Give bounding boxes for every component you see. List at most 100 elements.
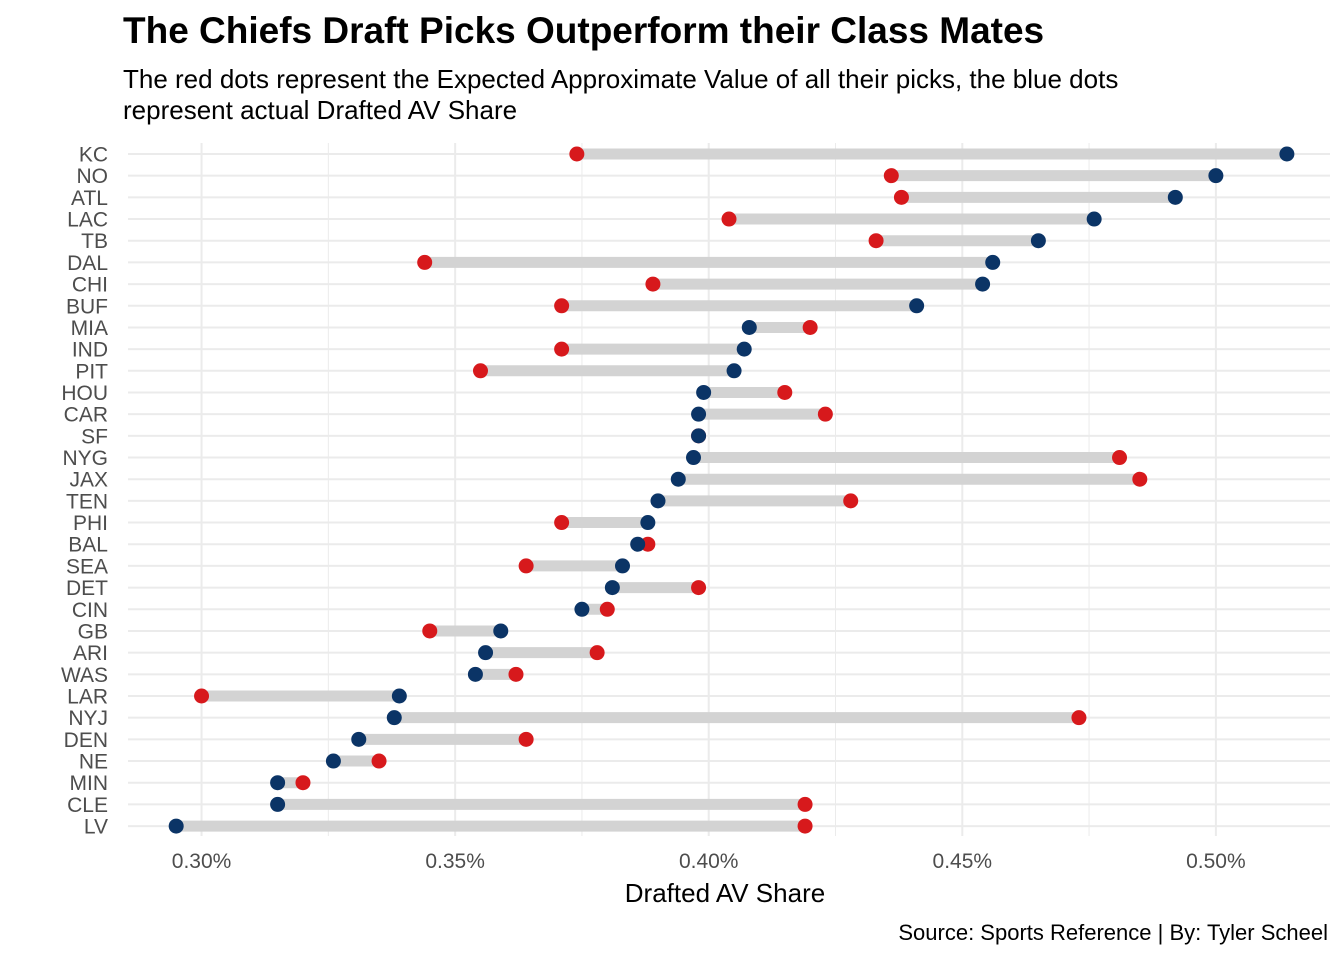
expected-point-no [883, 168, 899, 184]
actual-point-ind [736, 341, 752, 357]
y-tick-label-ne: NE [79, 751, 108, 774]
actual-point-jax [670, 471, 686, 487]
actual-point-cin [574, 601, 590, 617]
y-tick-label-cle: CLE [67, 794, 108, 817]
chart-subtitle: The red dots represent the Expected Appr… [123, 64, 1119, 125]
actual-point-sf [691, 428, 707, 444]
y-tick-label-car: CAR [64, 404, 108, 427]
expected-point-ne [371, 753, 387, 769]
actual-point-mia [741, 319, 757, 335]
actual-point-cle [270, 796, 286, 812]
expected-point-nyj [1071, 710, 1087, 726]
y-tick-label-min: MIN [70, 772, 109, 795]
x-tick-labels: 0.30% 0.35% 0.40% 0.45% 0.50% [172, 850, 1246, 873]
actual-point-den [351, 731, 367, 747]
expected-point-atl [893, 189, 909, 205]
expected-point-ten [843, 493, 859, 509]
y-tick-label-den: DEN [64, 729, 108, 752]
expected-point-was [508, 666, 524, 682]
y-tick-label-nyj: NYJ [68, 707, 108, 730]
actual-point-sea [614, 558, 630, 574]
expected-point-chi [645, 276, 661, 292]
chart-title: The Chiefs Draft Picks Outperform their … [123, 10, 1045, 51]
y-tick-label-det: DET [66, 577, 108, 600]
y-tick-label-sf: SF [81, 425, 108, 448]
x-tick-label: 0.45% [933, 850, 993, 873]
actual-point-kc [1279, 146, 1295, 162]
y-tick-label-was: WAS [61, 664, 108, 687]
y-tick-label-mia: MIA [71, 317, 108, 340]
segments [176, 148, 1287, 832]
expected-point-lar [194, 688, 210, 704]
y-tick-label-lar: LAR [67, 686, 108, 709]
expected-point-den [518, 731, 534, 747]
actual-point-pit [726, 363, 742, 379]
expected-point-car [817, 406, 833, 422]
y-tick-label-chi: CHI [72, 274, 108, 297]
actual-point-car [691, 406, 707, 422]
x-tick-label: 0.35% [425, 850, 485, 873]
expected-point-hou [777, 384, 793, 400]
expected-point-sea [518, 558, 534, 574]
actual-point-min [270, 775, 286, 791]
y-tick-label-buf: BUF [66, 295, 108, 318]
y-tick-labels: KCNOATLLACTBDALCHIBUFMIAINDPITHOUCARSFNY… [61, 144, 108, 839]
actual-point-bal [630, 536, 646, 552]
expected-point-gb [422, 623, 438, 639]
actual-point-tb [1030, 233, 1046, 249]
actual-point-lv [168, 818, 184, 834]
y-tick-label-phi: PHI [73, 512, 108, 535]
x-tick-label: 0.30% [172, 850, 232, 873]
grid-lines [128, 143, 1330, 836]
expected-point-tb [868, 233, 884, 249]
y-tick-label-hou: HOU [61, 382, 108, 405]
y-tick-label-nyg: NYG [62, 447, 108, 470]
expected-point-lac [721, 211, 737, 227]
expected-point-dal [417, 254, 433, 270]
actual-point-nyg [685, 450, 701, 466]
expected-point-nyg [1112, 450, 1128, 466]
y-tick-label-jax: JAX [69, 469, 108, 492]
x-tick-label: 0.40% [679, 850, 739, 873]
expected-point-phi [554, 515, 570, 531]
y-tick-label-no: NO [77, 165, 109, 188]
actual-point-nyj [386, 710, 402, 726]
y-tick-label-lac: LAC [67, 209, 108, 232]
actual-point-dal [985, 254, 1001, 270]
y-tick-label-dal: DAL [67, 252, 108, 275]
chart-caption: Source: Sports Reference | By: Tyler Sch… [898, 920, 1328, 945]
actual-point-hou [696, 384, 712, 400]
actual-point-chi [975, 276, 991, 292]
actual-point-buf [909, 298, 925, 314]
expected-point-ari [589, 645, 605, 661]
y-tick-label-cin: CIN [72, 599, 108, 622]
actual-point-lar [391, 688, 407, 704]
actual-point-det [604, 580, 620, 596]
y-tick-label-bal: BAL [68, 534, 108, 557]
expected-point-buf [554, 298, 570, 314]
y-tick-label-atl: ATL [71, 187, 108, 210]
actual-point-phi [640, 515, 656, 531]
expected-point-pit [472, 363, 488, 379]
actual-point-no [1208, 168, 1224, 184]
y-tick-label-ten: TEN [66, 490, 108, 513]
actual-point-gb [493, 623, 509, 639]
expected-point-det [691, 580, 707, 596]
y-tick-label-kc: KC [79, 144, 108, 167]
y-tick-label-ind: IND [72, 339, 108, 362]
expected-point-mia [802, 319, 818, 335]
y-tick-label-sea: SEA [66, 555, 108, 578]
expected-point-min [295, 775, 311, 791]
expected-point-lv [797, 818, 813, 834]
expected-point-cle [797, 796, 813, 812]
y-tick-label-ari: ARI [73, 642, 108, 665]
x-tick-label: 0.50% [1186, 850, 1246, 873]
actual-point-ten [650, 493, 666, 509]
actual-point-was [467, 666, 483, 682]
y-tick-label-tb: TB [81, 230, 108, 253]
actual-point-ari [478, 645, 494, 661]
y-tick-label-lv: LV [84, 816, 108, 839]
x-axis-title: Drafted AV Share [625, 878, 825, 908]
y-tick-label-pit: PIT [75, 360, 108, 383]
